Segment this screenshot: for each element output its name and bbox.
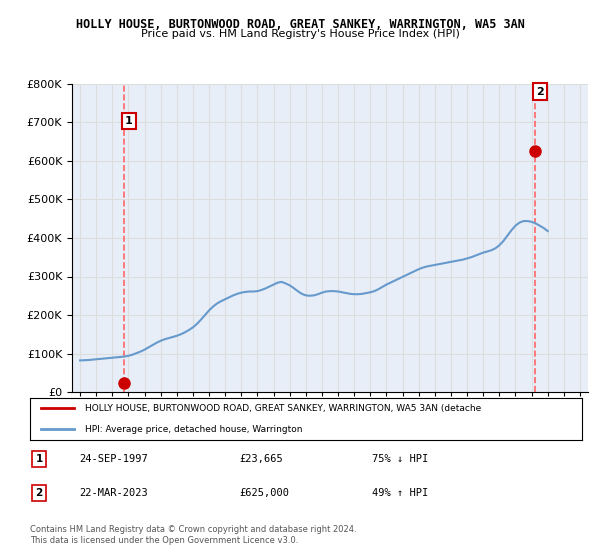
Text: 2: 2 [536, 87, 544, 97]
Text: 1: 1 [35, 454, 43, 464]
Text: HOLLY HOUSE, BURTONWOOD ROAD, GREAT SANKEY, WARRINGTON, WA5 3AN: HOLLY HOUSE, BURTONWOOD ROAD, GREAT SANK… [76, 18, 524, 31]
Text: 75% ↓ HPI: 75% ↓ HPI [372, 454, 428, 464]
Text: 22-MAR-2023: 22-MAR-2023 [80, 488, 148, 498]
Text: 1: 1 [125, 116, 133, 126]
Text: £625,000: £625,000 [240, 488, 290, 498]
Text: 2: 2 [35, 488, 43, 498]
Text: 49% ↑ HPI: 49% ↑ HPI [372, 488, 428, 498]
Text: HOLLY HOUSE, BURTONWOOD ROAD, GREAT SANKEY, WARRINGTON, WA5 3AN (detache: HOLLY HOUSE, BURTONWOOD ROAD, GREAT SANK… [85, 404, 481, 413]
Text: 24-SEP-1997: 24-SEP-1997 [80, 454, 148, 464]
Text: HPI: Average price, detached house, Warrington: HPI: Average price, detached house, Warr… [85, 424, 303, 433]
Text: Price paid vs. HM Land Registry's House Price Index (HPI): Price paid vs. HM Land Registry's House … [140, 29, 460, 39]
Text: Contains HM Land Registry data © Crown copyright and database right 2024.
This d: Contains HM Land Registry data © Crown c… [30, 525, 356, 545]
Text: £23,665: £23,665 [240, 454, 284, 464]
